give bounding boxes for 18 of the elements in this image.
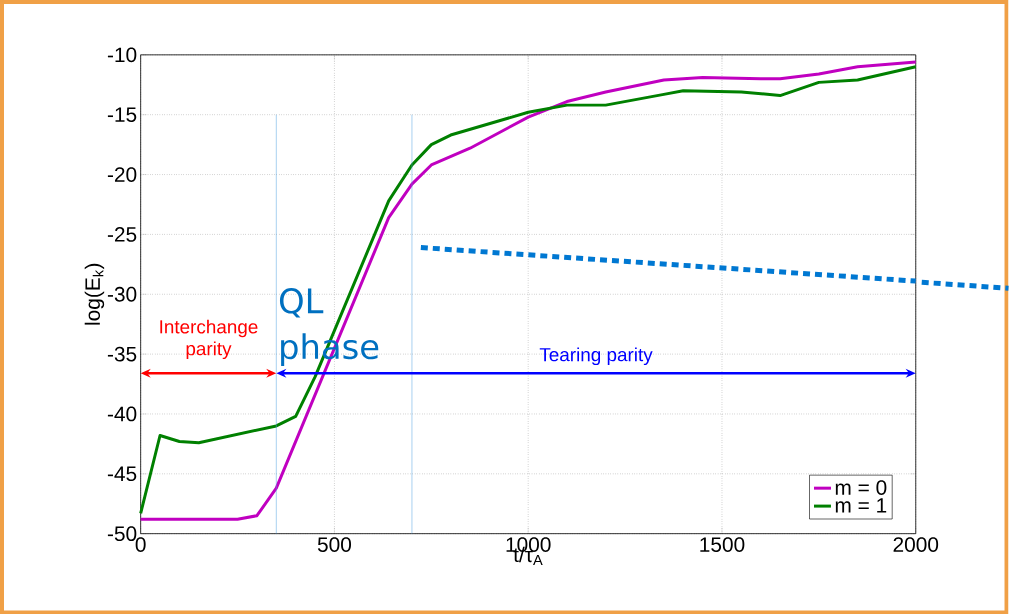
- y-tick-label: -30: [107, 286, 137, 302]
- y-tick-label: -10: [107, 47, 137, 62]
- legend-label: m = 0: [835, 479, 887, 495]
- ref-line-label: Tearing parity: [539, 347, 653, 365]
- x-tick-label: 0: [135, 536, 146, 552]
- y-tick-label: -35: [107, 346, 137, 362]
- x-tick-label: 2000: [893, 536, 939, 552]
- annotation: Interchange parity: [160, 319, 258, 359]
- y-tick-label: -25: [107, 226, 137, 242]
- y-tick-label: -50: [107, 526, 137, 541]
- y-axis-title: log(E$_{k}$): [84, 263, 105, 325]
- y-tick-label: -40: [107, 406, 137, 422]
- x-tick-label: 1500: [700, 536, 745, 552]
- legend-label: m = 1: [835, 497, 887, 513]
- y-tick-label: -45: [107, 466, 137, 481]
- x-tick-label: 500: [317, 536, 352, 552]
- y-tick-label: -15: [107, 107, 137, 122]
- y-tick-label: -20: [107, 166, 137, 182]
